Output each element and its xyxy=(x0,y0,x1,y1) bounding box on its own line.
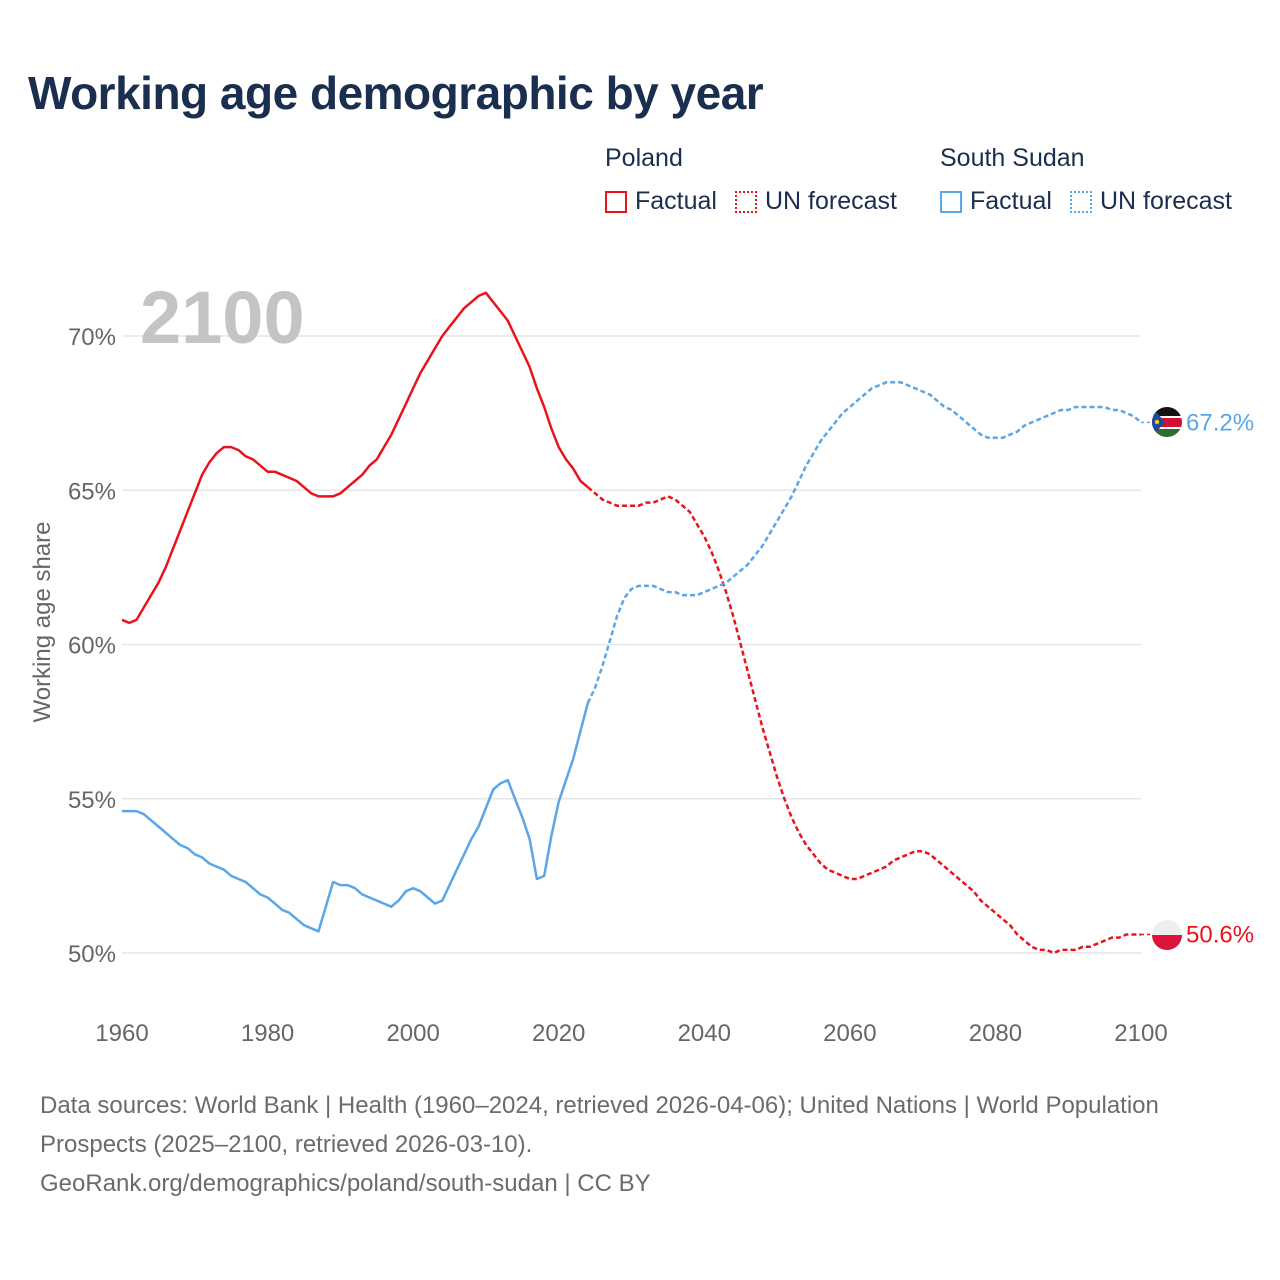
legend-item-south-sudan-forecast[interactable]: UN forecast xyxy=(1069,187,1232,216)
y-tick-label: 60% xyxy=(68,633,116,660)
end-markers xyxy=(1152,407,1182,950)
legend-south-sudan: South Sudan Factual UN forecast xyxy=(940,144,1250,216)
y-tick-label: 50% xyxy=(68,941,116,968)
y-tick-label: 55% xyxy=(68,787,116,814)
series-line-poland-forecast xyxy=(586,486,1141,955)
legend-item-south-sudan-factual[interactable]: Factual xyxy=(940,187,1052,216)
legend-item-poland-factual[interactable]: Factual xyxy=(605,187,717,216)
legend-swatch-south-sudan-forecast xyxy=(1069,190,1092,213)
legend-poland: Poland Factual UN forecast xyxy=(605,144,915,216)
legend-swatch-poland-forecast xyxy=(734,190,757,213)
end-value-label-south-sudan: 67.2% xyxy=(1186,409,1254,436)
x-tick-label: 2040 xyxy=(678,1020,731,1047)
y-tick-label: 65% xyxy=(68,478,116,505)
series-line-south-sudan-factual xyxy=(122,702,590,933)
x-tick-label: 2080 xyxy=(969,1020,1022,1047)
x-tick-label: 2060 xyxy=(823,1020,876,1047)
data-sources-text: Data sources: World Bank | Health (1960–… xyxy=(40,1092,1159,1158)
x-tick-label: 2100 xyxy=(1114,1020,1167,1047)
legend-label-south-sudan-factual: Factual xyxy=(970,187,1052,215)
x-tick-label: 2020 xyxy=(532,1020,585,1047)
south-sudan-flag-icon xyxy=(1152,407,1182,437)
credit-text: GeoRank.org/demographics/poland/south-su… xyxy=(40,1170,651,1197)
series-line-south-sudan-forecast xyxy=(586,381,1142,704)
poland-flag-icon xyxy=(1152,920,1182,950)
legend-label-poland-factual: Factual xyxy=(635,187,717,215)
x-tick-label: 1980 xyxy=(241,1020,294,1047)
footer: Data sources: World Bank | Health (1960–… xyxy=(40,1086,1190,1203)
end-value-label-poland: 50.6% xyxy=(1186,921,1254,948)
legend-label-south-sudan-forecast: UN forecast xyxy=(1099,187,1232,215)
x-tick-label: 1960 xyxy=(95,1020,148,1047)
x-tick-label: 2000 xyxy=(386,1020,439,1047)
grid-lines xyxy=(122,335,1141,954)
series-lines: 50.6% 67.2% xyxy=(121,291,1254,955)
axes: 50% 55% 60% 65% 70% 1960 1980 2000 2020 2040 2060 2… xyxy=(68,324,1168,1047)
line-chart: 2100 Working age share 50.6% 67.2% 50% 55%… xyxy=(29,276,1254,1047)
y-tick-label: 70% xyxy=(68,324,116,351)
chart-title: Working age demographic by year xyxy=(28,67,764,119)
legend-label-poland-forecast: UN forecast xyxy=(764,187,897,215)
series-line-poland-factual xyxy=(121,291,589,625)
year-watermark: 2100 xyxy=(140,276,305,359)
legend-country-poland: Poland xyxy=(605,144,683,172)
legend-swatch-south-sudan-factual xyxy=(940,190,962,213)
legend-swatch-poland-factual xyxy=(605,190,627,213)
legend-item-poland-forecast[interactable]: UN forecast xyxy=(734,187,897,216)
y-axis-label: Working age share xyxy=(29,522,56,723)
legend-country-south-sudan: South Sudan xyxy=(940,144,1085,172)
